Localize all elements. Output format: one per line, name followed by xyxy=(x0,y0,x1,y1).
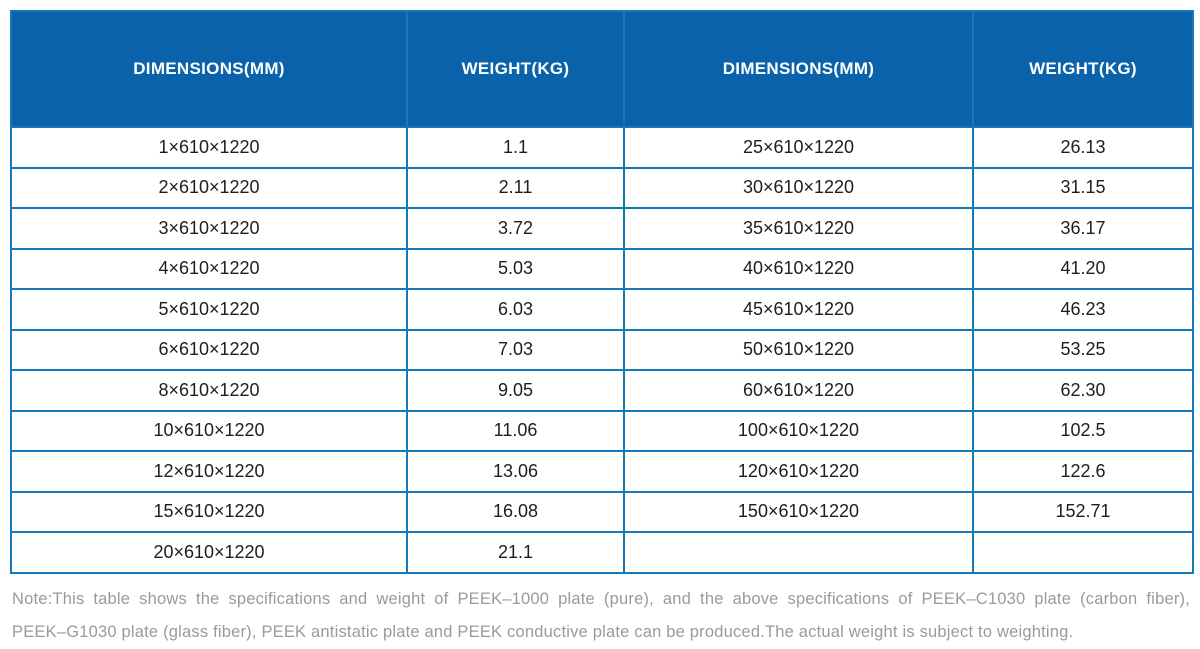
dimensions-cell: 150×610×1220 xyxy=(623,490,974,533)
dimensions-cell: 12×610×1220 xyxy=(10,450,408,493)
dimensions-cell: 1×610×1220 xyxy=(10,126,408,169)
dimensions-cell: 6×610×1220 xyxy=(10,328,408,371)
header-weight-left: WEIGHT(KG) xyxy=(406,10,625,128)
peek-plate-spec-table: DIMENSIONS(MM) WEIGHT(KG) DIMENSIONS(MM)… xyxy=(10,10,1194,574)
header-row: DIMENSIONS(MM) WEIGHT(KG) DIMENSIONS(MM)… xyxy=(10,10,1194,128)
table-row: 8×610×1220 9.05 60×610×1220 62.30 xyxy=(10,369,1194,412)
weight-cell: 16.08 xyxy=(406,490,625,533)
header-dimensions-right: DIMENSIONS(MM) xyxy=(623,10,974,128)
table-row: 10×610×1220 11.06 100×610×1220 102.5 xyxy=(10,409,1194,452)
note-line-2: PEEK–G1030 plate (glass fiber), PEEK ant… xyxy=(12,623,1074,641)
table-row: 20×610×1220 21.1 xyxy=(10,531,1194,574)
dimensions-cell xyxy=(623,531,974,574)
weight-cell: 2.11 xyxy=(406,166,625,209)
note-line-1: Note:This table shows the specifications… xyxy=(12,590,1190,608)
weight-cell: 21.1 xyxy=(406,531,625,574)
dimensions-cell: 3×610×1220 xyxy=(10,207,408,250)
dimensions-cell: 30×610×1220 xyxy=(623,166,974,209)
dimensions-cell: 120×610×1220 xyxy=(623,450,974,493)
weight-cell: 62.30 xyxy=(972,369,1194,412)
weight-cell xyxy=(972,531,1194,574)
weight-cell: 3.72 xyxy=(406,207,625,250)
table-body: 1×610×1220 1.1 25×610×1220 26.13 2×610×1220 2… xyxy=(10,126,1194,574)
spec-sheet: DIMENSIONS(MM) WEIGHT(KG) DIMENSIONS(MM)… xyxy=(10,10,1194,574)
dimensions-cell: 50×610×1220 xyxy=(623,328,974,371)
weight-cell: 7.03 xyxy=(406,328,625,371)
weight-cell: 41.20 xyxy=(972,247,1194,290)
weight-cell: 46.23 xyxy=(972,288,1194,331)
weight-cell: 1.1 xyxy=(406,126,625,169)
dimensions-cell: 5×610×1220 xyxy=(10,288,408,331)
dimensions-cell: 40×610×1220 xyxy=(623,247,974,290)
dimensions-cell: 15×610×1220 xyxy=(10,490,408,533)
header-dimensions-left: DIMENSIONS(MM) xyxy=(10,10,408,128)
weight-cell: 122.6 xyxy=(972,450,1194,493)
table-header: DIMENSIONS(MM) WEIGHT(KG) DIMENSIONS(MM)… xyxy=(10,10,1194,128)
weight-cell: 5.03 xyxy=(406,247,625,290)
dimensions-cell: 20×610×1220 xyxy=(10,531,408,574)
weight-cell: 152.71 xyxy=(972,490,1194,533)
dimensions-cell: 45×610×1220 xyxy=(623,288,974,331)
dimensions-cell: 2×610×1220 xyxy=(10,166,408,209)
dimensions-cell: 10×610×1220 xyxy=(10,409,408,452)
dimensions-cell: 4×610×1220 xyxy=(10,247,408,290)
weight-cell: 36.17 xyxy=(972,207,1194,250)
table-row: 6×610×1220 7.03 50×610×1220 53.25 xyxy=(10,328,1194,371)
weight-cell: 102.5 xyxy=(972,409,1194,452)
dimensions-cell: 35×610×1220 xyxy=(623,207,974,250)
table-row: 15×610×1220 16.08 150×610×1220 152.71 xyxy=(10,490,1194,533)
table-row: 2×610×1220 2.11 30×610×1220 31.15 xyxy=(10,166,1194,209)
weight-cell: 53.25 xyxy=(972,328,1194,371)
weight-cell: 26.13 xyxy=(972,126,1194,169)
weight-cell: 13.06 xyxy=(406,450,625,493)
dimensions-cell: 8×610×1220 xyxy=(10,369,408,412)
weight-cell: 31.15 xyxy=(972,166,1194,209)
dimensions-cell: 60×610×1220 xyxy=(623,369,974,412)
header-weight-right: WEIGHT(KG) xyxy=(972,10,1194,128)
weight-cell: 11.06 xyxy=(406,409,625,452)
table-row: 4×610×1220 5.03 40×610×1220 41.20 xyxy=(10,247,1194,290)
dimensions-cell: 25×610×1220 xyxy=(623,126,974,169)
table-row: 1×610×1220 1.1 25×610×1220 26.13 xyxy=(10,126,1194,169)
weight-cell: 9.05 xyxy=(406,369,625,412)
weight-cell: 6.03 xyxy=(406,288,625,331)
table-row: 5×610×1220 6.03 45×610×1220 46.23 xyxy=(10,288,1194,331)
dimensions-cell: 100×610×1220 xyxy=(623,409,974,452)
table-row: 3×610×1220 3.72 35×610×1220 36.17 xyxy=(10,207,1194,250)
note-text: Note:This table shows the specifications… xyxy=(12,583,1190,649)
table-row: 12×610×1220 13.06 120×610×1220 122.6 xyxy=(10,450,1194,493)
